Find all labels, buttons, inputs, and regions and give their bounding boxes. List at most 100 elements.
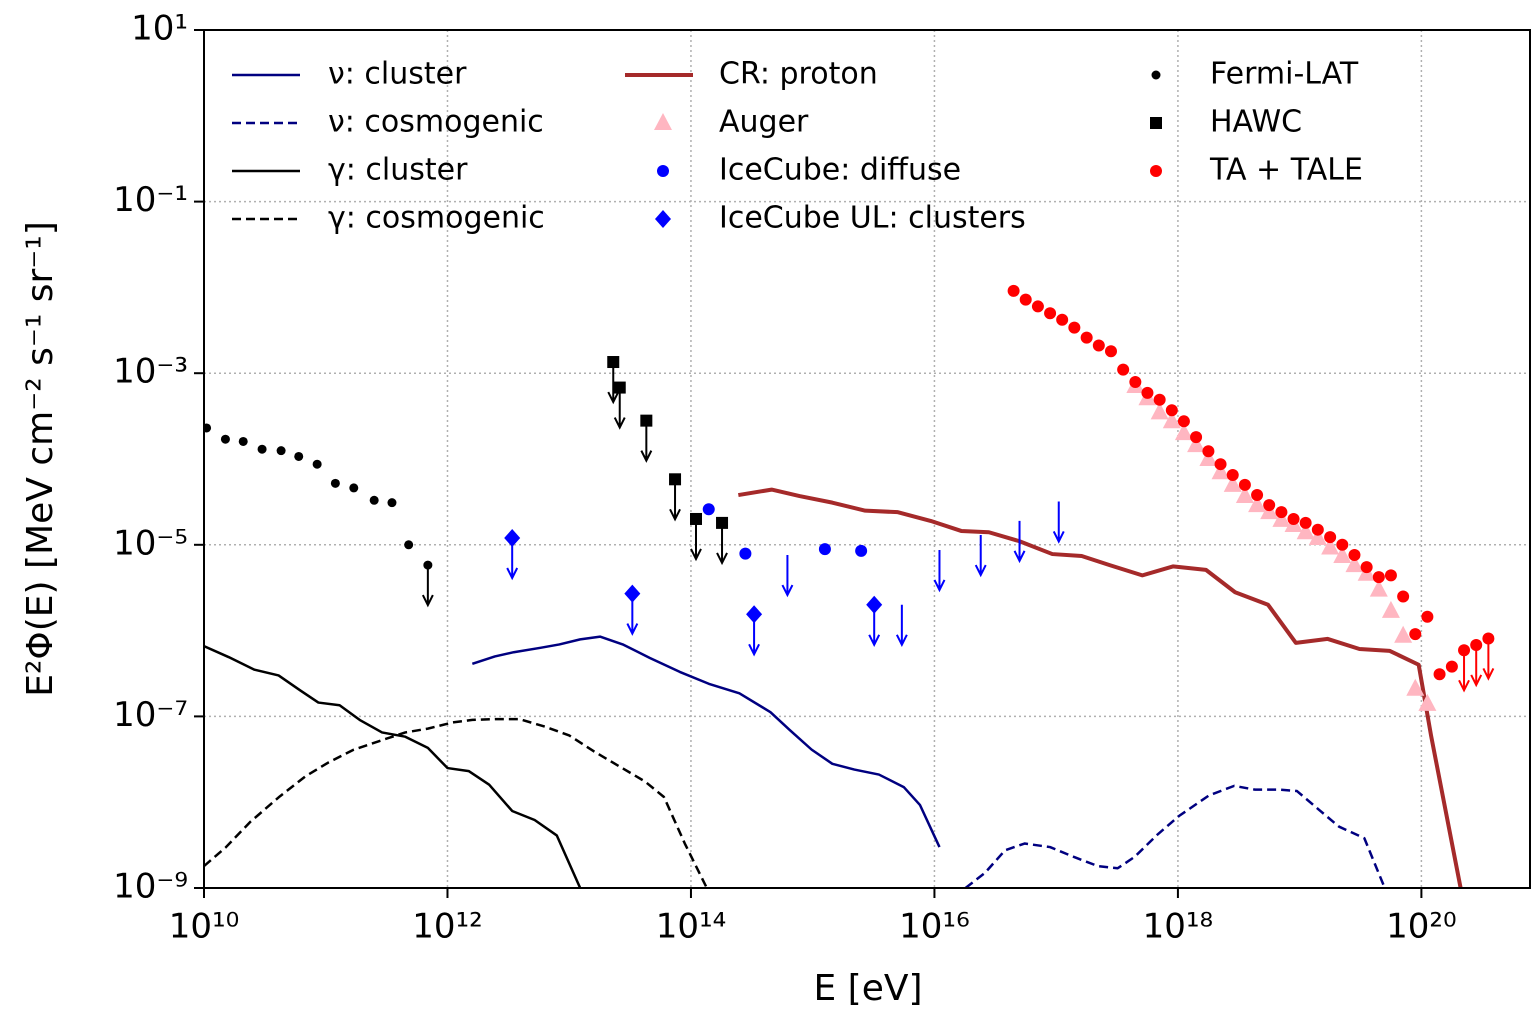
series-line <box>204 717 708 888</box>
marker <box>1007 284 1020 297</box>
legend-label: γ: cosmogenic <box>328 201 545 236</box>
marker <box>504 529 521 548</box>
marker <box>204 423 212 433</box>
x-tick-label: 10²⁰ <box>1386 907 1457 947</box>
marker <box>1177 415 1190 428</box>
legend-label: TA + TALE <box>1209 153 1363 188</box>
marker <box>866 595 883 614</box>
marker <box>1031 300 1044 313</box>
marker <box>739 547 752 560</box>
marker <box>1080 331 1093 344</box>
x-tick-label: 10¹⁸ <box>1143 907 1214 947</box>
marker <box>1372 571 1385 584</box>
marker <box>1153 393 1166 406</box>
legend-label: ν: cluster <box>328 57 467 92</box>
marker <box>369 495 379 505</box>
upper-limit-arrow <box>933 549 946 593</box>
y-tick-label: 10⁻⁷ <box>113 695 188 735</box>
upper-limit-arrow <box>974 535 987 578</box>
marker <box>855 544 868 557</box>
legend-label: γ: cluster <box>328 153 468 188</box>
y-tick-label: 10¹ <box>131 9 188 49</box>
upper-limit-arrow <box>640 420 653 463</box>
marker <box>1248 495 1267 513</box>
series-line <box>204 644 582 888</box>
marker <box>238 436 248 446</box>
marker <box>1394 625 1413 643</box>
marker <box>330 478 340 488</box>
marker <box>1421 610 1434 623</box>
marker <box>1263 499 1276 512</box>
marker <box>1150 165 1162 177</box>
marker <box>655 210 671 228</box>
marker <box>276 446 286 456</box>
marker <box>746 605 763 624</box>
y-tick-label: 10⁻⁹ <box>113 867 188 907</box>
marker <box>1272 509 1291 527</box>
x-tick-label: 10¹⁰ <box>169 907 240 947</box>
marker <box>1150 117 1162 129</box>
upper-limit-arrow <box>669 479 681 522</box>
marker <box>1287 512 1300 525</box>
x-tick-label: 10¹² <box>412 907 483 947</box>
marker <box>1019 293 1032 306</box>
x-tick-label: 10¹⁴ <box>656 907 727 947</box>
marker <box>1174 423 1193 441</box>
upper-limit-arrow <box>1013 520 1026 564</box>
plot-area <box>204 284 1495 888</box>
legend-label: ν: cosmogenic <box>328 105 544 140</box>
marker <box>1458 644 1471 657</box>
marker <box>1445 660 1458 673</box>
marker <box>702 503 715 516</box>
marker <box>423 560 433 570</box>
marker <box>1187 435 1206 453</box>
marker <box>1104 345 1117 358</box>
marker <box>349 483 359 493</box>
series-line <box>471 635 941 848</box>
upper-limit-arrow <box>716 522 728 566</box>
axes: 10¹⁰ 10¹² 10¹⁴ 10¹⁶ 10¹⁸ 10²⁰ 10¹ 10⁻¹ 10⁻³ 10⁻⁵ 1… <box>113 9 1457 947</box>
marker <box>404 540 414 550</box>
marker <box>1470 638 1483 651</box>
marker <box>654 113 672 130</box>
marker <box>1044 307 1057 320</box>
marker <box>1433 668 1446 681</box>
marker <box>1092 339 1105 352</box>
legend-label: CR: proton <box>719 57 878 92</box>
marker <box>1418 693 1437 711</box>
upper-limit-arrow <box>1482 638 1495 681</box>
marker <box>669 473 682 486</box>
marker <box>1369 579 1388 597</box>
marker <box>1275 506 1288 519</box>
marker <box>640 414 653 427</box>
marker <box>220 434 230 444</box>
marker <box>1226 469 1239 482</box>
legend: ν: cluster ν: cosmogenic γ: cluster γ: cosm… <box>232 57 1363 236</box>
marker <box>1251 489 1264 502</box>
marker <box>1381 600 1400 618</box>
marker <box>1162 411 1181 429</box>
marker <box>1235 486 1254 504</box>
marker <box>257 444 267 454</box>
marker <box>1165 404 1178 417</box>
marker <box>1296 522 1315 540</box>
marker <box>1397 590 1410 603</box>
x-axis-label: E [eV] <box>813 968 922 1009</box>
marker <box>387 498 397 508</box>
upper-limit-arrow <box>690 518 702 562</box>
upper-limit-arrow <box>607 362 620 405</box>
upper-limit-arrow <box>613 387 626 430</box>
marker <box>1150 402 1169 420</box>
axes-frame <box>203 29 1531 889</box>
marker <box>1348 549 1361 562</box>
upper-limit-arrow <box>1052 501 1065 544</box>
legend-label: Auger <box>719 105 809 140</box>
marker <box>1211 462 1230 480</box>
marker <box>716 516 729 529</box>
marker <box>607 356 620 369</box>
x-tick-label: 10¹⁶ <box>899 907 970 947</box>
marker <box>1324 531 1337 544</box>
upper-limit-arrow <box>1470 644 1483 688</box>
marker <box>818 543 831 556</box>
